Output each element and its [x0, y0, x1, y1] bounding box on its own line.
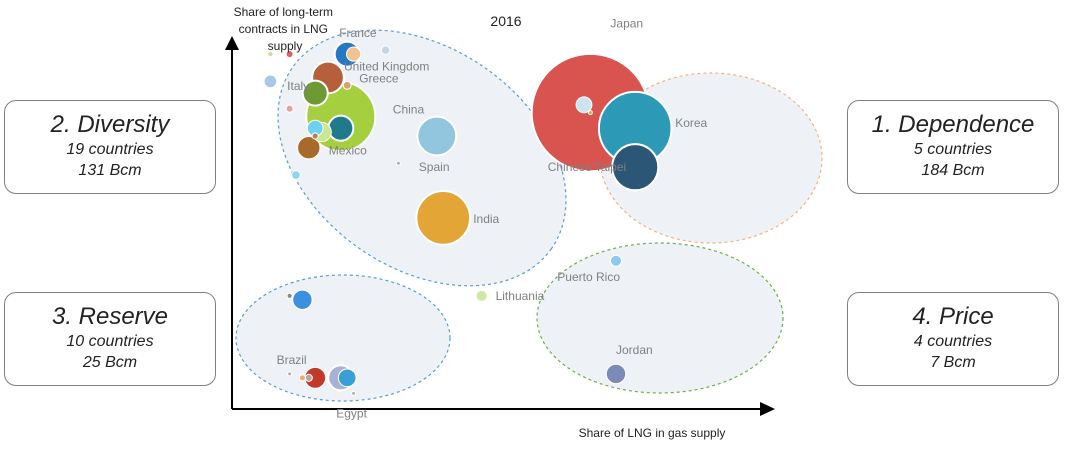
label-japan: Japan	[610, 17, 643, 31]
group-countries-price: 4 countries	[913, 333, 993, 350]
group-title-price: 4. Price	[912, 303, 994, 330]
group-volume-reserve: 25 Bcm	[82, 354, 138, 371]
bubble-point-15	[291, 170, 301, 180]
bubble-jordan	[605, 363, 627, 385]
label-puerto-rico: Puerto Rico	[557, 270, 620, 284]
label-egypt: Egypt	[336, 406, 367, 420]
cluster-ellipse-price	[536, 242, 784, 394]
y-axis-title: Share of long-term contracts in LNG supp…	[234, 5, 337, 53]
bubble-mexico	[297, 136, 321, 160]
cluster-ellipse-reserve	[235, 274, 451, 402]
group-box-reserve: 3. Reserve 10 countries 25 Bcm	[4, 292, 216, 386]
group-countries-reserve: 10 countries	[66, 333, 154, 350]
label-india: India	[473, 212, 499, 226]
group-countries-dependence: 5 countries	[913, 141, 993, 158]
label-china: China	[393, 103, 425, 117]
label-brazil: Brazil	[277, 353, 307, 367]
bubble-spain	[416, 115, 458, 157]
group-volume-price: 7 Bcm	[930, 354, 976, 371]
label-lithuania: Lithuania	[496, 289, 545, 303]
group-title-reserve: 3. Reserve	[51, 303, 169, 330]
group-box-price: 4. Price 4 countries 7 Bcm	[847, 292, 1059, 386]
bubble-point-6	[327, 114, 355, 142]
bubble-point-16	[263, 74, 278, 89]
bubble-point-18	[285, 50, 294, 59]
bubble-point-1	[575, 96, 593, 114]
bubble-point-19	[267, 51, 274, 58]
label-greece: Greece	[359, 71, 399, 85]
bubble-point-29	[286, 292, 293, 299]
chart-title: 2016	[490, 13, 521, 29]
bubble-point-35	[337, 368, 357, 388]
bubble-egypt	[351, 390, 357, 396]
group-title-diversity: 2. Diversity	[50, 111, 170, 138]
y-axis-title-line-1: Share of long-term	[234, 5, 333, 19]
y-axis-title-line-2: contracts in LNG	[239, 22, 328, 36]
bubble-point-2	[587, 110, 593, 116]
bubble-india	[415, 190, 472, 246]
x-axis-arrow	[760, 402, 775, 416]
label-italy: Italy	[287, 79, 309, 93]
bubble-lithuania	[475, 289, 488, 302]
bubble-point-20	[380, 45, 391, 56]
bubble-point-32	[304, 373, 313, 382]
bubble-greece	[342, 80, 352, 90]
bubble-point-22	[395, 160, 401, 166]
bubble-point-28	[292, 289, 313, 310]
group-box-dependence: 1. Dependence 5 countries 184 Bcm	[847, 100, 1059, 194]
label-united-kingdom: United Kingdom	[344, 60, 429, 74]
group-box-diversity: 2. Diversity 19 countries 131 Bcm	[4, 100, 216, 194]
points-layer	[263, 40, 673, 396]
labels-layer: Japan Korea Chinese Taipei China France Unite…	[277, 17, 708, 421]
group-volume-dependence: 184 Bcm	[921, 162, 985, 179]
bubble-point-21	[311, 132, 319, 140]
label-jordan: Jordan	[616, 343, 653, 357]
label-korea: Korea	[675, 116, 707, 130]
bubble-puerto-rico	[609, 254, 623, 267]
y-axis-title-line-3: supply	[268, 39, 303, 53]
group-volume-diversity: 131 Bcm	[78, 162, 142, 179]
label-chinese-taipei: Chinese Taipei	[548, 160, 627, 174]
axes	[225, 36, 775, 416]
y-axis-arrow	[225, 36, 239, 50]
bubble-chinese-taipei	[611, 143, 660, 192]
bubble-brazil	[287, 371, 293, 377]
bubble-point-8	[346, 46, 362, 62]
label-france: France	[339, 26, 377, 40]
x-axis-title: Share of LNG in gas supply	[579, 426, 726, 440]
group-title-dependence: 1. Dependence	[871, 111, 1035, 138]
label-spain: Spain	[419, 160, 450, 174]
bubble-point-31	[298, 374, 306, 382]
cluster-ellipses	[235, 29, 823, 402]
bubble-point-17	[285, 104, 294, 113]
label-mexico: Mexico	[329, 144, 367, 158]
bubble-italy	[301, 79, 329, 107]
group-countries-diversity: 19 countries	[66, 141, 154, 158]
